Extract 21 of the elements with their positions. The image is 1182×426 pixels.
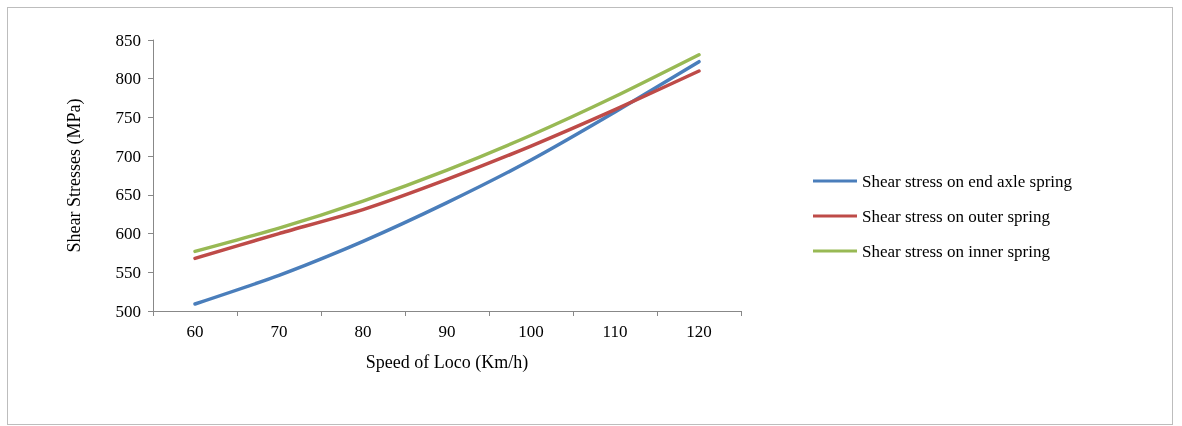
x-tick-label: 100 (518, 322, 544, 341)
y-tick-label: 600 (115, 224, 141, 244)
x-axis-title: Speed of Loco (Km/h) (365, 352, 529, 373)
x-tick-label: 70 (270, 322, 288, 341)
y-tick-label: 550 (115, 262, 141, 282)
x-tick-label: 90 (438, 322, 456, 341)
y-tick-label: 850 (115, 30, 141, 50)
x-tick-label: 120 (686, 322, 712, 341)
y-tick-label: 750 (115, 107, 141, 127)
y-tick-label: 500 (115, 301, 141, 321)
legend-label: Shear stress on inner spring (862, 241, 1051, 261)
legend-label: Shear stress on outer spring (862, 206, 1051, 226)
y-tick-label: 700 (115, 146, 141, 166)
line-series (193, 59, 701, 306)
y-tick-label: 800 (115, 69, 141, 89)
x-tick-label: 110 (602, 322, 628, 341)
x-tick-label: 80 (354, 322, 372, 341)
x-tick-label: 60 (186, 322, 204, 341)
y-axis-title: Shear Stresses (MPa) (64, 98, 85, 253)
legend-label: Shear stress on end axle spring (862, 171, 1073, 191)
y-tick-label: 650 (115, 185, 141, 205)
